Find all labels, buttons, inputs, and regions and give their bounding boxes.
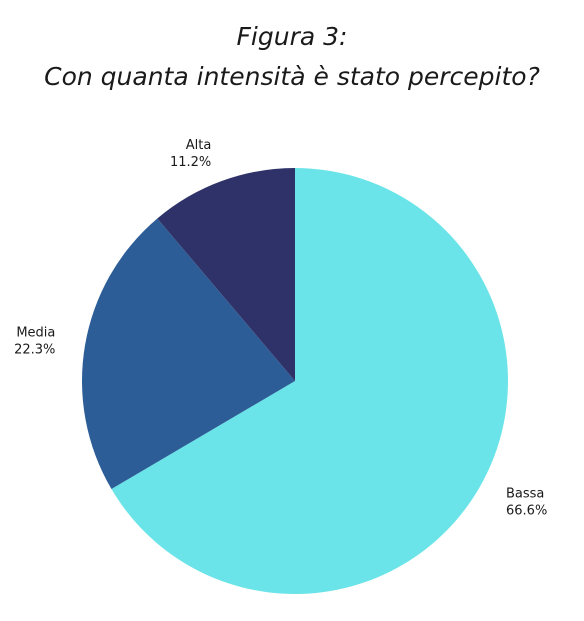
slice-value-label: 11.2%	[170, 155, 211, 170]
chart-title-line-1: Figura 3:	[236, 22, 348, 51]
pie-slice-alta	[157, 168, 295, 381]
slice-category-label: Bassa	[506, 487, 544, 502]
slice-value-label: 66.6%	[506, 504, 547, 519]
chart-title-line-2: Con quanta intensità è stato percepito?	[44, 62, 540, 91]
slice-label-media: Media 22.3%	[14, 325, 55, 357]
pie-slice-bassa	[111, 168, 508, 594]
slice-category-label: Media	[16, 325, 55, 340]
pie-slice-media	[81, 218, 295, 490]
slice-label-bassa: Bassa 66.6%	[506, 487, 547, 519]
slice-value-label: 22.3%	[14, 342, 55, 357]
pie-labels: Bassa 66.6% Media 22.3% Alta 11.2%	[14, 138, 547, 519]
slice-label-alta: Alta 11.2%	[170, 138, 211, 170]
pie-slices	[81, 168, 508, 594]
slice-category-label: Alta	[186, 138, 212, 153]
